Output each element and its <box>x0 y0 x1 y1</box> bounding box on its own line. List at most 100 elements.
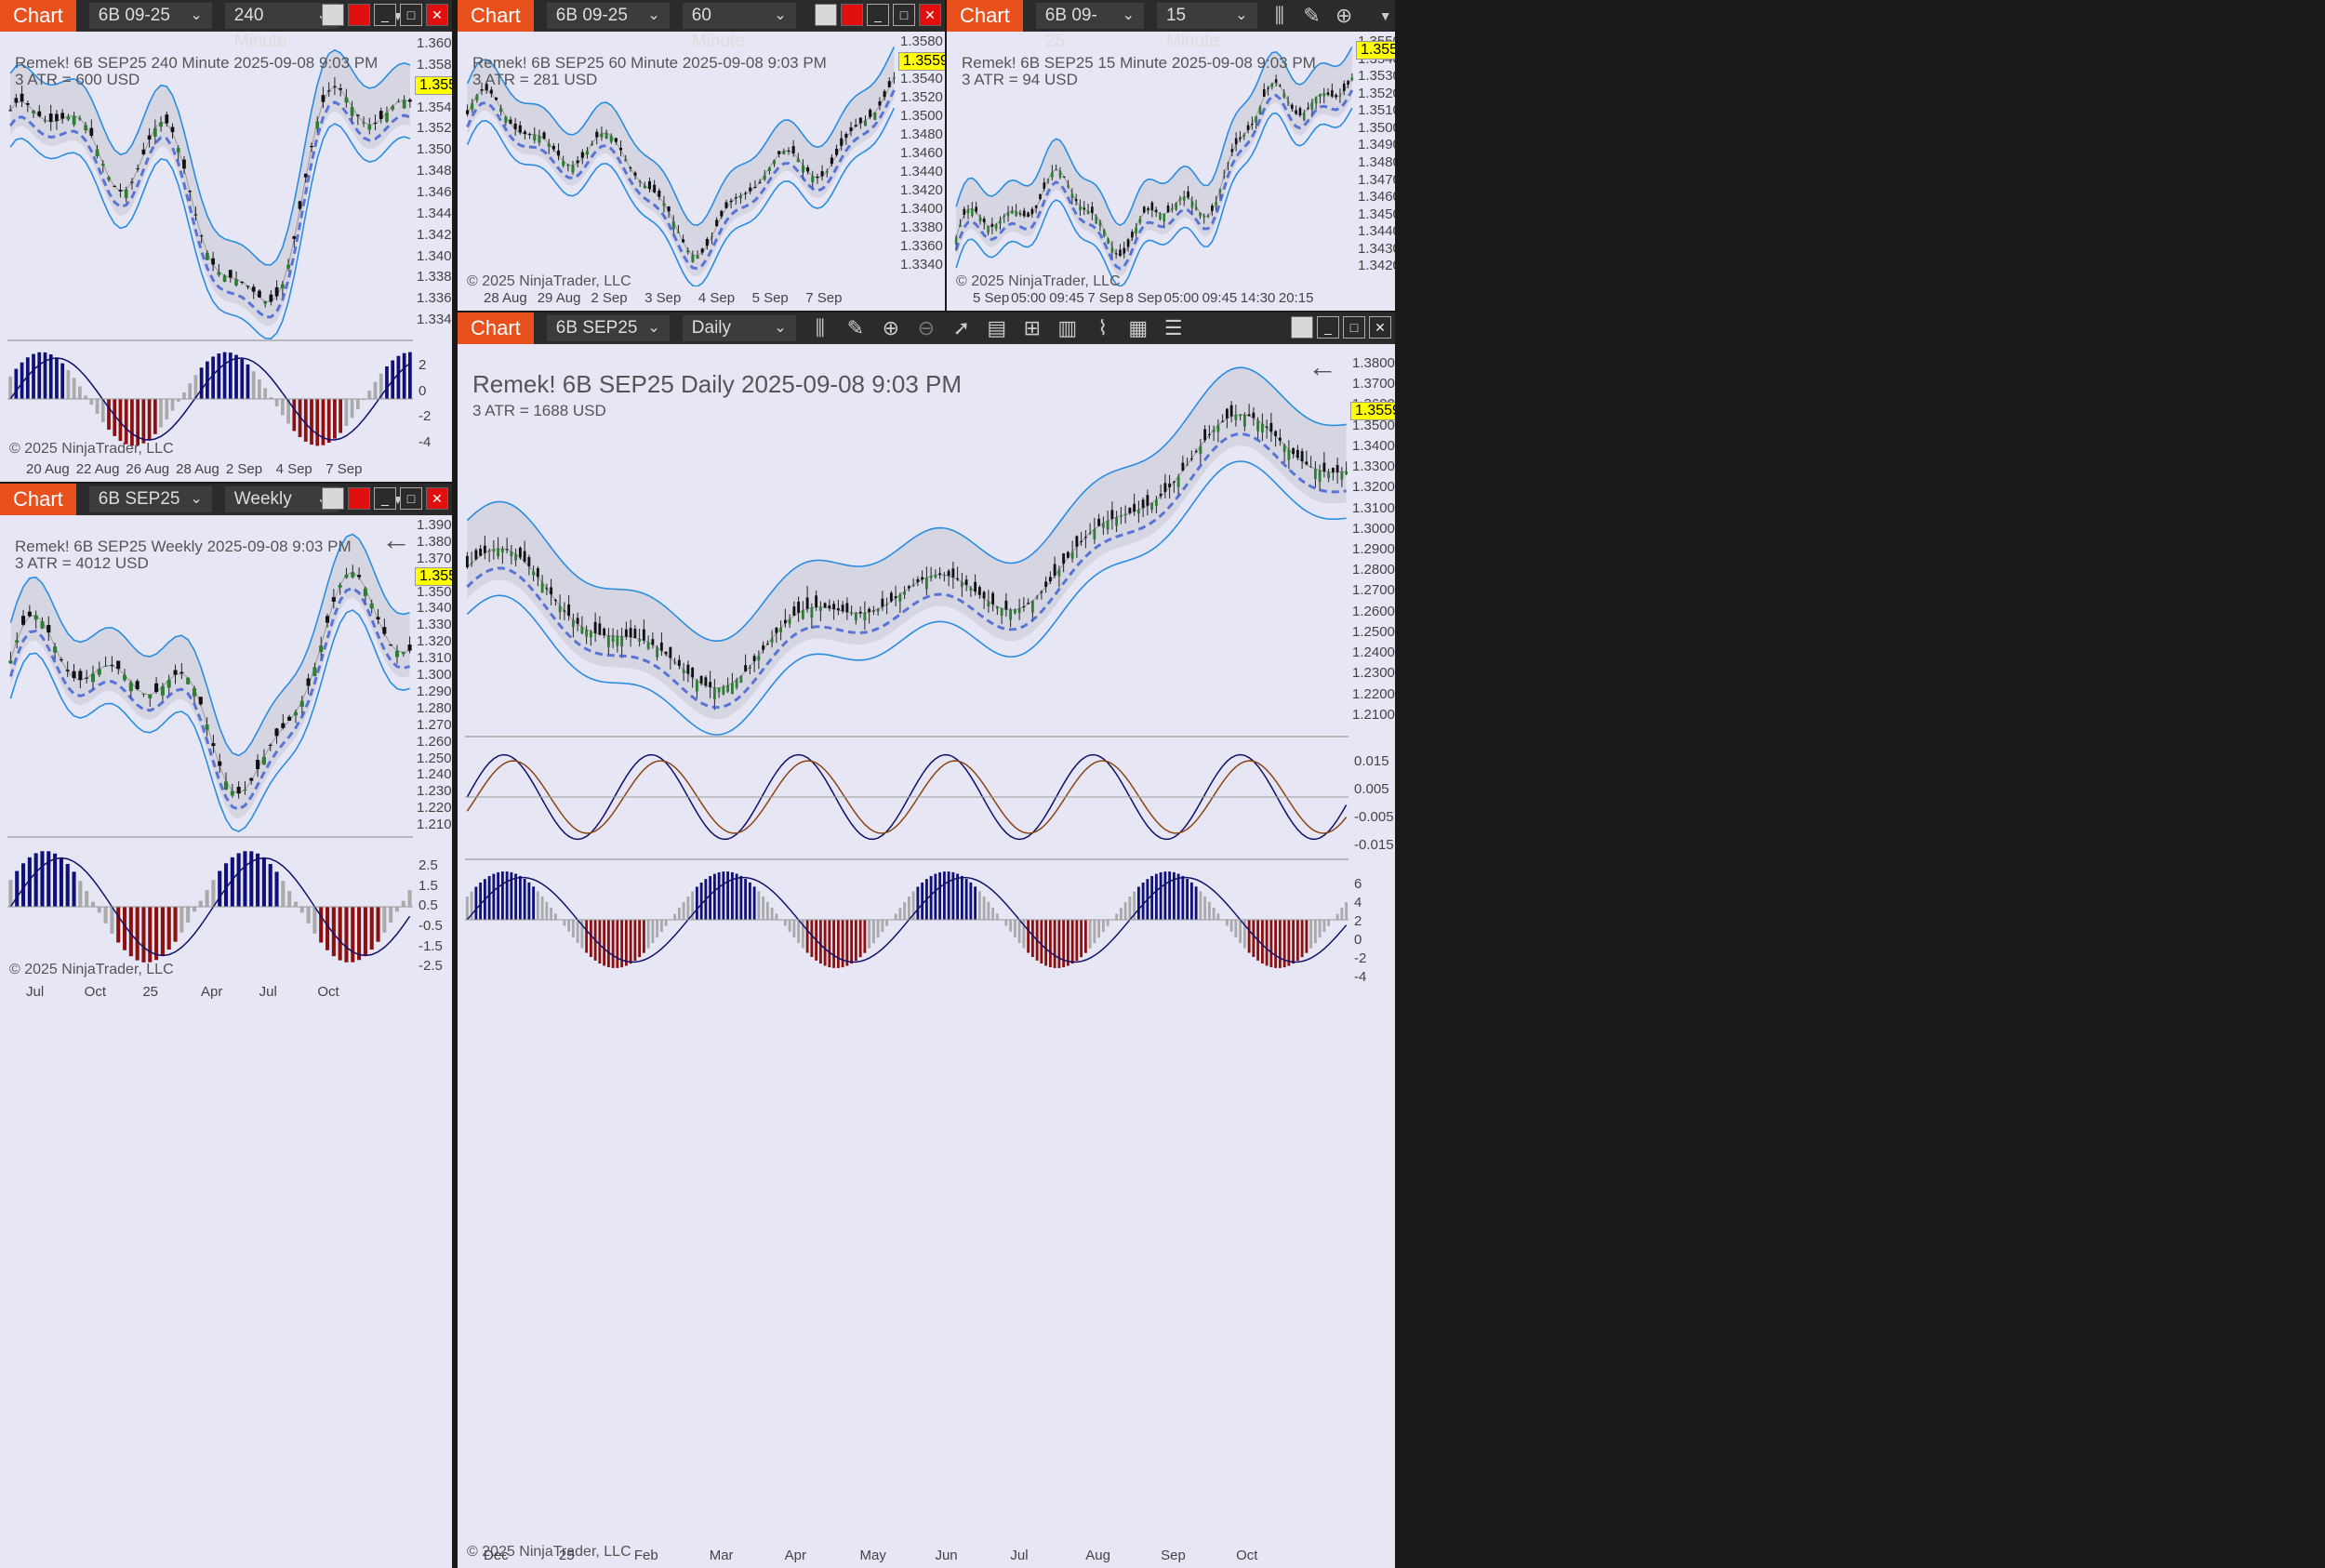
price-panel[interactable]: Remek! 6B SEP25 Weekly 2025-09-08 9:03 P… <box>7 515 413 980</box>
maximize-button[interactable]: □ <box>400 487 422 510</box>
period-dropdown[interactable]: 15 Minute ⌄ <box>1156 3 1257 51</box>
data-box-icon[interactable]: ▤ <box>987 316 1007 339</box>
link-color-button[interactable] <box>322 4 344 26</box>
chart-tab[interactable]: Chart <box>947 0 1023 32</box>
histogram-bar <box>730 871 734 920</box>
period-dropdown[interactable]: Weekly⌄ <box>224 486 339 512</box>
chart-tab[interactable]: Chart <box>0 484 76 515</box>
price-axis[interactable]: 1.39001.38001.37001.36001.35001.34001.33… <box>415 515 452 980</box>
candle-body <box>667 206 671 212</box>
histogram-bar <box>206 361 209 399</box>
instrument-dropdown[interactable]: 6B SEP25 ⌄ <box>88 486 212 512</box>
indicators-icon[interactable]: ▥ <box>1057 316 1078 339</box>
period-dropdown[interactable]: 240 Minute⌄ <box>224 3 339 51</box>
bar-type-icon[interactable]: ⫼ <box>815 316 825 339</box>
instrument-link-button[interactable] <box>348 4 370 26</box>
price-panel[interactable]: Remek! 6B SEP25 15 Minute 2025-09-08 9:0… <box>954 32 1354 289</box>
candle-body <box>907 586 910 589</box>
candle-body <box>715 219 719 227</box>
zoom-out-icon[interactable]: ⊖ <box>917 316 936 339</box>
candle-body <box>633 629 637 638</box>
instrument-dropdown[interactable]: 6B 09-25 ⌄ <box>1035 3 1144 51</box>
link-color-button[interactable] <box>322 487 344 510</box>
period-dropdown[interactable]: Daily ⌄ <box>682 315 796 341</box>
close-button[interactable]: ✕ <box>426 487 448 510</box>
histogram-bar <box>1313 920 1317 944</box>
candle-body <box>256 760 260 769</box>
price-tick: 1.2500 <box>417 750 452 766</box>
candle-body <box>65 670 70 671</box>
time-axis[interactable]: 5 Sep 05:00 09:45 7 Sep 8 Sep 05:00 09:45 14:30… <box>954 286 1354 311</box>
chart-tab[interactable]: Chart <box>458 0 534 32</box>
instrument-link-button[interactable] <box>348 487 370 510</box>
minimize-button[interactable]: _ <box>1317 316 1339 339</box>
properties-icon[interactable]: ☰ <box>1163 316 1183 339</box>
candle-body <box>1331 90 1334 97</box>
maximize-button[interactable]: □ <box>400 4 422 26</box>
chart-style-icon[interactable]: ⌇ <box>1097 316 1109 339</box>
price-panel[interactable]: Remek! 6B SEP25 60 Minute 2025-09-08 9:0… <box>465 32 897 289</box>
osc-tick: 2 <box>418 357 427 373</box>
maximize-button[interactable]: □ <box>1343 316 1365 339</box>
instrument-link-button[interactable] <box>841 4 863 26</box>
chevron-down-icon: ⌄ <box>190 7 203 23</box>
candle-body <box>1251 124 1254 126</box>
candle-body <box>230 791 234 796</box>
back-arrow-icon[interactable]: ← <box>1308 350 1337 383</box>
instrument-dropdown[interactable]: 6B 09-25 ⌄ <box>546 3 670 29</box>
price-axis[interactable]: 1.38001.37001.36001.35001.34001.33001.32… <box>1350 344 1395 1544</box>
strategy-icon[interactable]: ⊞ <box>1023 316 1042 339</box>
minimize-button[interactable]: _ <box>374 4 396 26</box>
price-panel[interactable]: Remek! 6B SEP25 Daily 2025-09-08 9:03 PM… <box>465 344 1348 1560</box>
drawing-tool-icon[interactable]: ✎ <box>846 316 865 339</box>
chart-tab[interactable]: Chart <box>0 0 76 32</box>
maximize-button[interactable]: □ <box>893 4 915 26</box>
bar-type-icon[interactable]: ⫼ <box>1274 4 1284 27</box>
period-dropdown[interactable]: 60 Minute ⌄ <box>682 3 796 51</box>
price-tick: 1.2800 <box>417 699 452 716</box>
price-axis[interactable]: 1.35501.35401.35301.35201.35101.35001.34… <box>1356 32 1395 286</box>
time-axis[interactable]: 20 Aug 22 Aug 26 Aug 28 Aug 2 Sep 4 Sep 7 Sep <box>7 458 413 482</box>
close-button[interactable]: ✕ <box>426 4 448 26</box>
histogram-bar <box>801 920 804 949</box>
candle-body <box>903 591 907 595</box>
instrument-dropdown[interactable]: 6B SEP25 ⌄ <box>546 315 670 341</box>
link-color-button[interactable] <box>815 4 837 26</box>
histogram-bar <box>95 399 100 414</box>
candle-body <box>85 677 89 679</box>
back-arrow-icon[interactable]: ← <box>381 523 411 556</box>
candle-body <box>326 90 331 92</box>
histogram-bar <box>567 920 571 932</box>
time-axis[interactable]: Jul Oct 25 Apr Jul Oct <box>7 980 413 1004</box>
histogram-bar <box>606 920 610 968</box>
link-color-button[interactable] <box>1291 316 1313 339</box>
histogram-bar <box>1163 871 1167 920</box>
price-panel[interactable]: Remek! 6B SEP25 240 Minute 2025-09-08 9:… <box>7 32 413 458</box>
time-tick: 5 Sep <box>973 290 1010 306</box>
price-axis[interactable]: 1.36001.35801.35601.35401.35201.35001.34… <box>415 32 452 458</box>
chart-tab[interactable]: Chart <box>458 312 534 344</box>
dropdown-arrow-icon[interactable]: ▼ <box>1378 8 1392 23</box>
zoom-icon[interactable]: ⊕ <box>1335 4 1353 27</box>
price-tick: 1.2700 <box>417 716 452 733</box>
time-axis[interactable]: Dec 25 Feb Mar Apr May Jun Jul Aug Sep Oct <box>465 1544 1348 1568</box>
candle-body <box>15 640 20 643</box>
instrument-dropdown[interactable]: 6B 09-25 ⌄ <box>88 3 212 29</box>
zoom-in-icon[interactable]: ⊕ <box>882 316 900 339</box>
templates-icon[interactable]: ▦ <box>1128 316 1149 339</box>
histogram-bar <box>1057 920 1061 968</box>
histogram-bar <box>514 873 518 920</box>
candle-body <box>792 606 796 616</box>
drawing-tool-icon[interactable]: ✎ <box>1303 4 1321 27</box>
candle-body <box>763 175 766 180</box>
candle-body <box>1135 227 1137 234</box>
close-button[interactable]: ✕ <box>919 4 941 26</box>
histogram-bar <box>1097 920 1101 938</box>
close-button[interactable]: ✕ <box>1369 316 1391 339</box>
price-axis[interactable]: 1.35801.35601.35401.35201.35001.34801.34… <box>898 32 945 286</box>
minimize-button[interactable]: _ <box>867 4 889 26</box>
time-axis[interactable]: 28 Aug 29 Aug 2 Sep 3 Sep 4 Sep 5 Sep 7 Sep <box>465 286 897 311</box>
minimize-button[interactable]: _ <box>374 487 396 510</box>
pointer-icon[interactable]: ➚ <box>952 316 971 339</box>
price-tick: 1.3480 <box>900 126 943 142</box>
